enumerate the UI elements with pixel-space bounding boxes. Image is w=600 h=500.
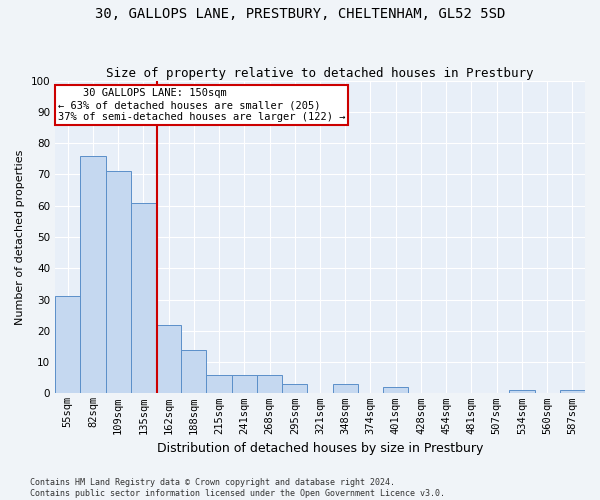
Text: 30 GALLOPS LANE: 150sqm
← 63% of detached houses are smaller (205)
37% of semi-d: 30 GALLOPS LANE: 150sqm ← 63% of detache… xyxy=(58,88,345,122)
Bar xyxy=(257,374,282,394)
Bar xyxy=(282,384,307,394)
Bar xyxy=(206,374,232,394)
Bar xyxy=(131,202,156,394)
Title: Size of property relative to detached houses in Prestbury: Size of property relative to detached ho… xyxy=(106,66,534,80)
Bar xyxy=(383,387,409,394)
X-axis label: Distribution of detached houses by size in Prestbury: Distribution of detached houses by size … xyxy=(157,442,483,455)
Bar xyxy=(80,156,106,394)
Bar xyxy=(332,384,358,394)
Bar xyxy=(560,390,585,394)
Bar xyxy=(55,296,80,394)
Y-axis label: Number of detached properties: Number of detached properties xyxy=(15,150,25,324)
Bar xyxy=(232,374,257,394)
Bar xyxy=(156,324,181,394)
Bar xyxy=(106,172,131,394)
Text: Contains HM Land Registry data © Crown copyright and database right 2024.
Contai: Contains HM Land Registry data © Crown c… xyxy=(30,478,445,498)
Text: 30, GALLOPS LANE, PRESTBURY, CHELTENHAM, GL52 5SD: 30, GALLOPS LANE, PRESTBURY, CHELTENHAM,… xyxy=(95,8,505,22)
Bar xyxy=(509,390,535,394)
Bar xyxy=(181,350,206,394)
